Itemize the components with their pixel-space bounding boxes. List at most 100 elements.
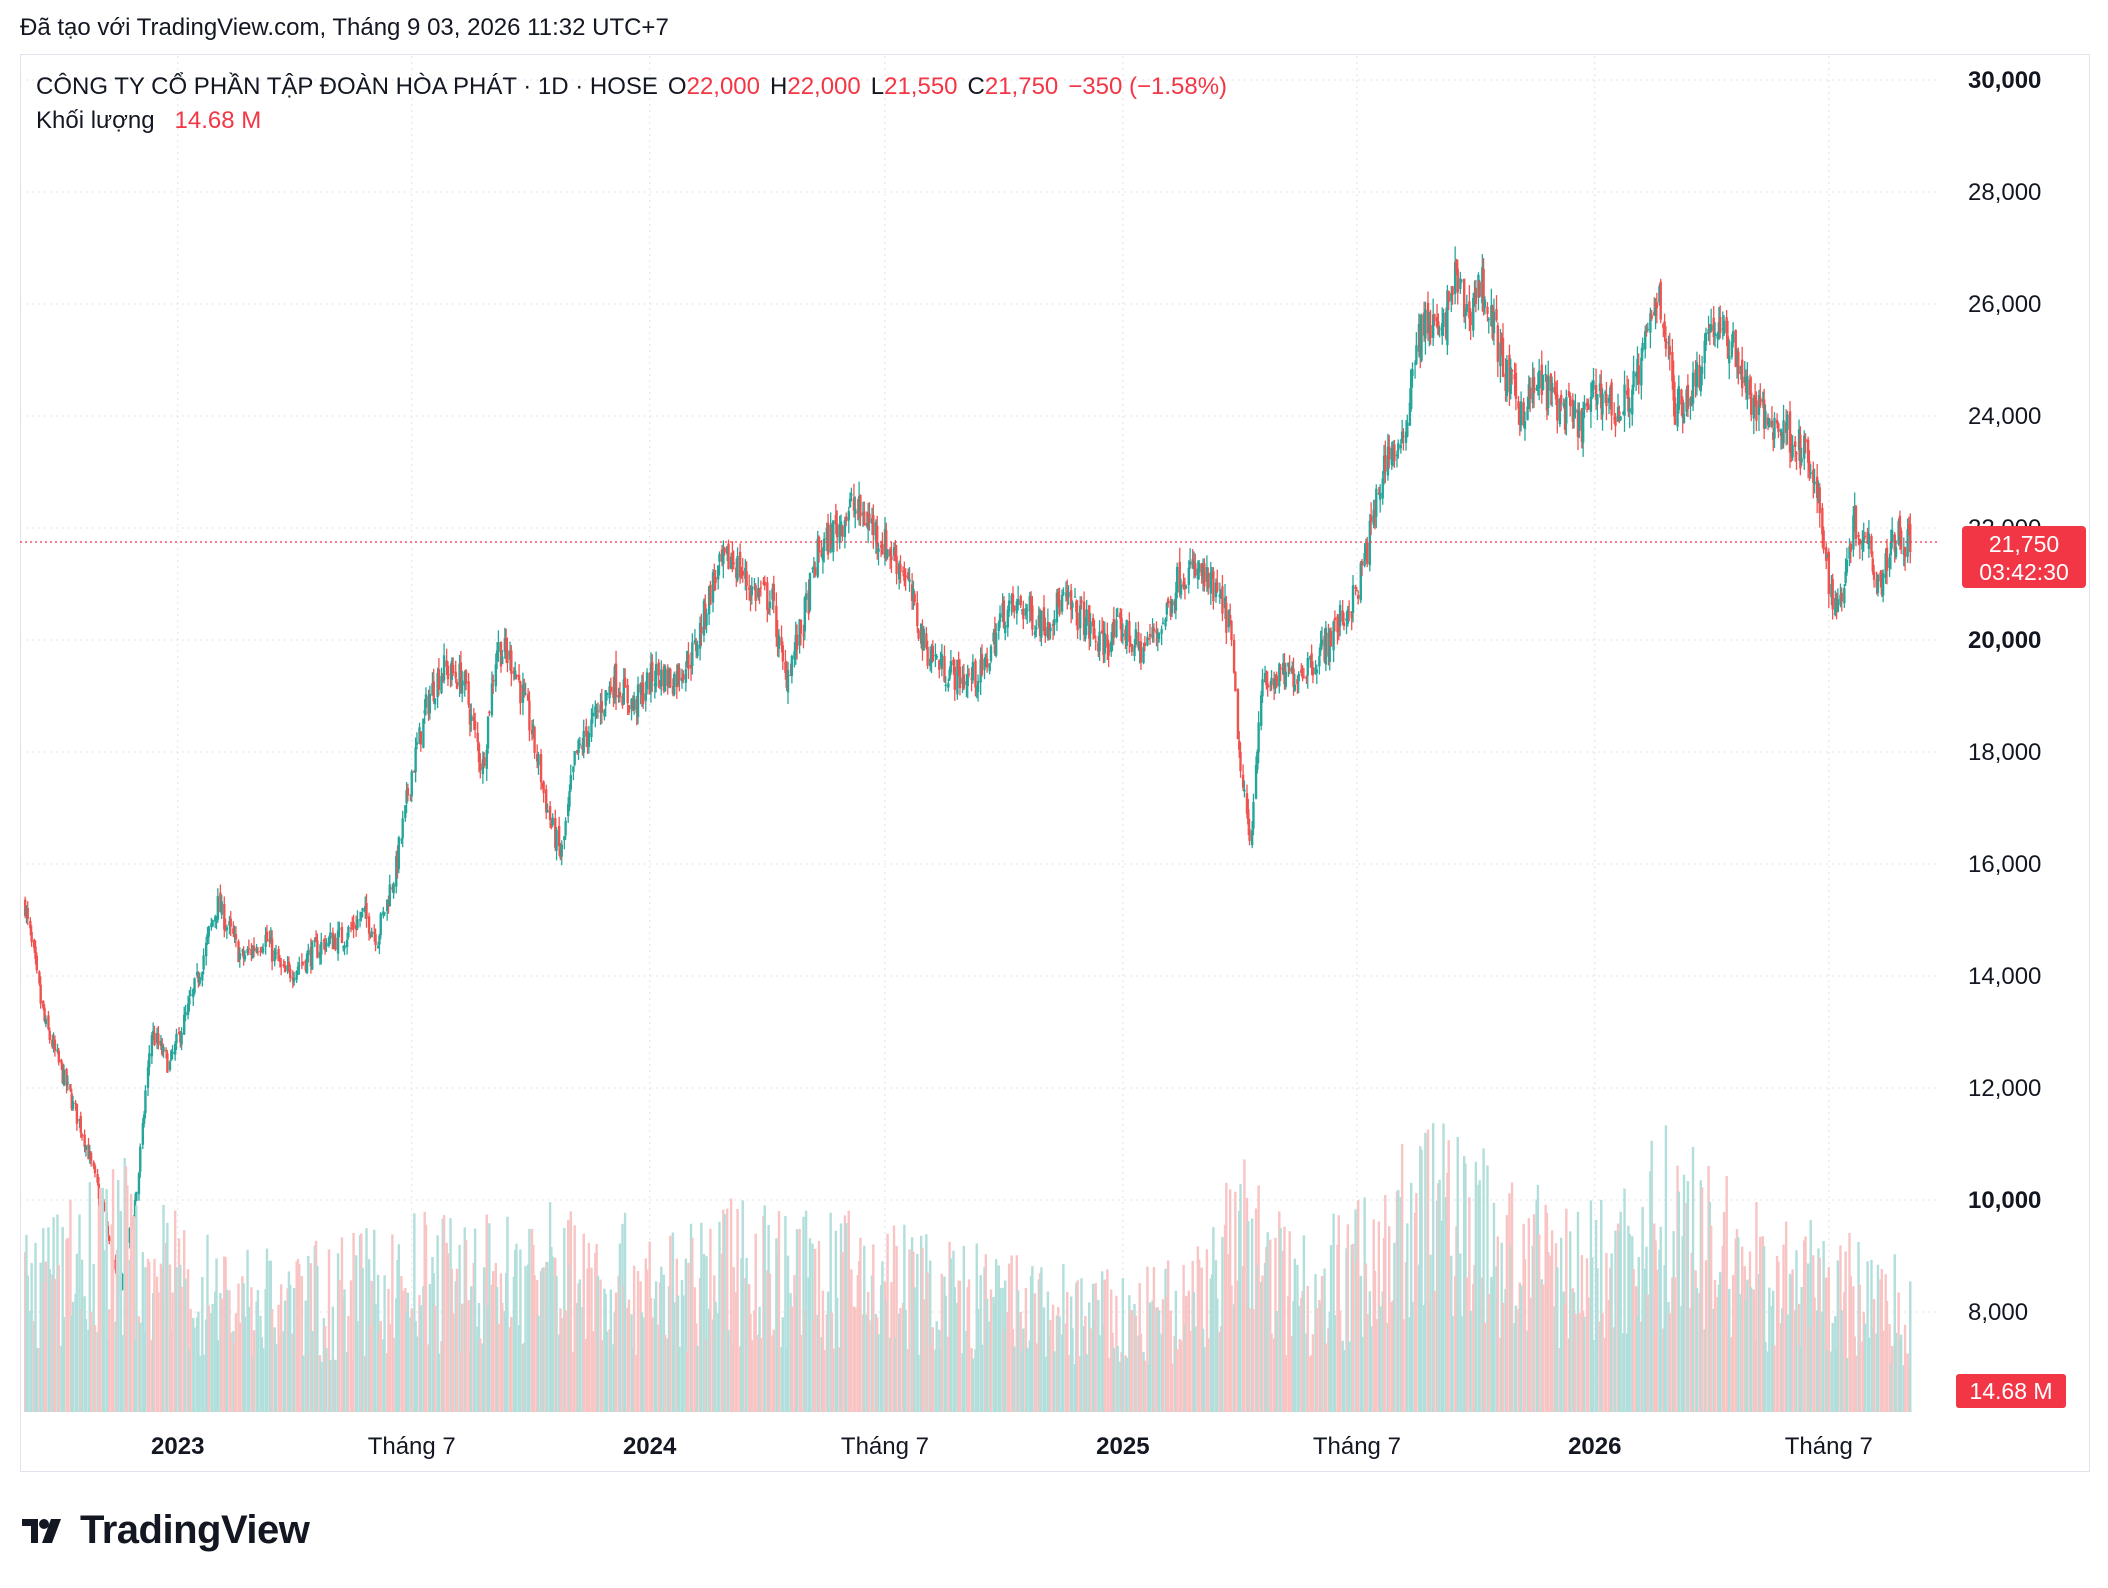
volume-bar (645, 1269, 649, 1412)
candle-body (1636, 359, 1639, 380)
volume-bar (1139, 1333, 1143, 1412)
candle-body (736, 556, 739, 580)
volume-bar (1372, 1219, 1375, 1412)
volume-bar (153, 1258, 156, 1412)
volume-bar (1243, 1159, 1246, 1412)
volume-bar (1897, 1292, 1900, 1412)
volume-bar (745, 1257, 748, 1412)
volume-bar (929, 1260, 932, 1412)
candle-body (826, 522, 830, 555)
volume-bar (997, 1265, 1000, 1412)
candle-body (785, 673, 788, 688)
volume-bar (1567, 1338, 1571, 1412)
volume-bar (296, 1259, 300, 1412)
candle-body (150, 1035, 154, 1057)
candle-body (1556, 394, 1559, 421)
candle-body (1225, 602, 1228, 633)
volume-bar (1491, 1280, 1494, 1412)
candle-body (207, 926, 210, 937)
volume-bar (1594, 1219, 1598, 1412)
candle-body (1296, 679, 1299, 685)
volume-bar (184, 1278, 187, 1412)
volume-bar (943, 1276, 946, 1412)
candle-body (723, 548, 726, 553)
volume-bar (1157, 1310, 1161, 1412)
candle-body (1130, 643, 1134, 653)
volume-bar (1775, 1255, 1779, 1412)
volume-bar (689, 1223, 693, 1412)
candle-body (813, 567, 817, 576)
candle-body (1839, 594, 1842, 605)
volume-bar (1544, 1204, 1547, 1412)
volume-bar (1565, 1208, 1568, 1412)
candle-body (1287, 662, 1290, 667)
y-tick-label: 8,000 (1968, 1299, 2028, 1326)
volume-bar (753, 1310, 756, 1412)
volume-bar (193, 1327, 196, 1412)
volume-bar (798, 1228, 801, 1412)
tradingview-logo[interactable]: TradingView (22, 1508, 310, 1553)
volume-bar (1051, 1304, 1055, 1412)
candle-body (1310, 653, 1313, 669)
volume-bar (1329, 1245, 1333, 1412)
volume-bar (1179, 1340, 1183, 1412)
candle-body (1320, 639, 1324, 646)
volume-bar (640, 1312, 644, 1412)
x-tick-label: 2024 (623, 1433, 677, 1460)
volume-bar (1080, 1278, 1083, 1412)
volume-bar (74, 1293, 77, 1412)
volume-bar (135, 1205, 138, 1412)
volume-bar (62, 1317, 66, 1412)
candle-body (1712, 317, 1715, 337)
candle-body (1266, 683, 1269, 688)
volume-bar (823, 1349, 826, 1412)
volume-bar (1037, 1279, 1041, 1412)
volume-bar (1020, 1351, 1024, 1412)
candle-body (423, 710, 426, 714)
volume-bar (786, 1255, 790, 1412)
symbol-title[interactable]: CÔNG TY CỔ PHẦN TẬP ĐOÀN HÒA PHÁT · 1D ·… (36, 73, 658, 100)
volume-bar (1071, 1328, 1074, 1412)
candle-body (1256, 751, 1259, 770)
candle-body (1565, 396, 1568, 424)
candle-body (180, 1032, 183, 1045)
volume-bar (1406, 1223, 1409, 1412)
candle-body (934, 655, 937, 657)
volume-bar (669, 1235, 672, 1412)
candle-body (39, 984, 42, 1004)
volume-label[interactable]: Khối lượng (36, 107, 155, 134)
volume-bar (1375, 1319, 1378, 1412)
volume-bar (958, 1280, 962, 1412)
volume-bar (1654, 1240, 1657, 1412)
candle-body (741, 570, 744, 576)
candle-body (405, 790, 408, 804)
volume-bar (1531, 1245, 1534, 1412)
volume-bar (1799, 1345, 1802, 1412)
volume-bar (582, 1233, 585, 1412)
candle-body (499, 641, 503, 667)
candle-body (490, 683, 494, 716)
volume-bar (976, 1308, 980, 1412)
candle-body (171, 1051, 174, 1055)
volume-bar (338, 1279, 341, 1412)
candle-body (1607, 397, 1611, 403)
candle-body (512, 671, 516, 674)
candle-body (1265, 677, 1268, 686)
volume-bar (183, 1230, 186, 1412)
candle-body (445, 660, 448, 667)
candle-body (1128, 621, 1131, 642)
candle-body (1709, 324, 1713, 332)
volume-bar (387, 1288, 390, 1412)
volume-bar (1265, 1246, 1268, 1412)
volume-bar (813, 1248, 817, 1412)
candle-body (419, 731, 423, 745)
candle-body (139, 1146, 142, 1172)
candle-body (600, 701, 604, 713)
ohlc-legend: CÔNG TY CỔ PHẦN TẬP ĐOÀN HÒA PHÁT · 1D ·… (36, 70, 1227, 138)
volume-bar (265, 1248, 269, 1412)
candle-body (834, 514, 838, 525)
volume-bar (260, 1337, 263, 1412)
candle-body (1227, 610, 1231, 628)
tradingview-logo-text: TradingView (80, 1508, 310, 1552)
